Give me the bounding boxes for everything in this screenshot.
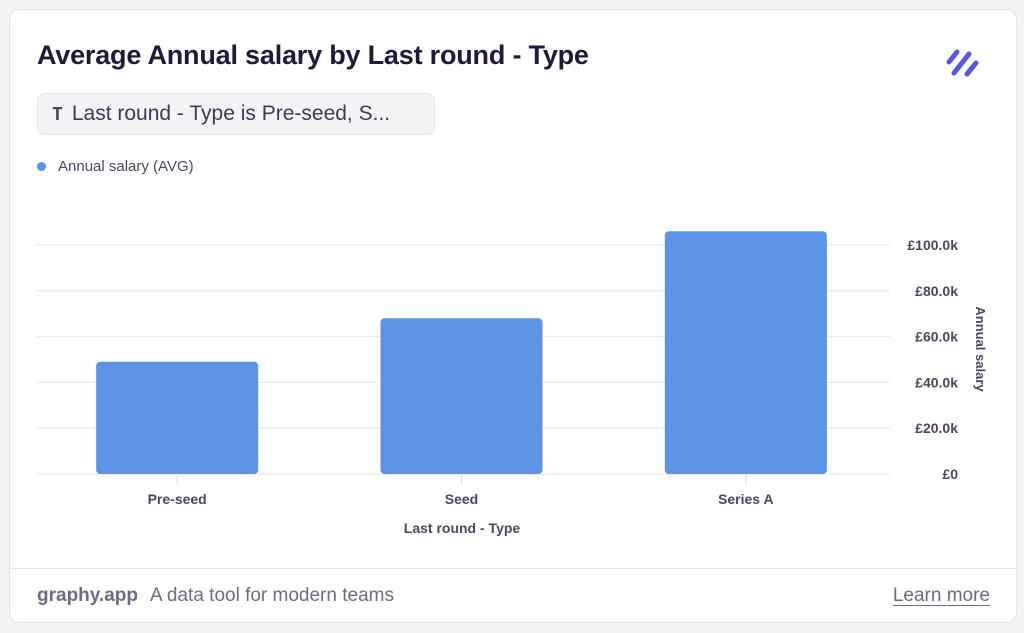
y-tick-label: £0 [942,466,958,482]
legend-dot-icon [37,162,46,171]
y-tick-label: £80.0k [915,283,958,299]
y-tick-label: £100.0k [907,237,958,253]
x-tick-label: Seed [445,491,478,507]
legend-label: Annual salary (AVG) [58,158,194,175]
x-tick-label: Pre-seed [148,491,207,507]
footer: graphy.app A data tool for modern teams … [10,568,1016,622]
x-tick-label: Series A [718,491,774,507]
y-tick-label: £60.0k [915,329,958,345]
bars [96,231,827,474]
y-axis-ticks: £0 £20.0k £40.0k £60.0k £80.0k £100.0k [907,237,958,482]
footer-tagline: A data tool for modern teams [150,585,394,606]
bar-chart: Pre-seed Seed Series A £0 £20.0k £40.0k £60.0… [37,231,988,536]
graphy-logo-icon[interactable] [946,48,980,78]
footer-brand[interactable]: graphy.app [37,585,138,606]
learn-more-link[interactable]: Learn more [892,585,990,606]
y-tick-label: £40.0k [915,374,958,390]
bar[interactable] [380,318,543,474]
filter-label: Last round - Type is Pre-seed, S... [71,102,391,125]
chart-title: Average Annual salary by Last round - Ty… [37,40,589,70]
text-type-icon: T [52,103,63,125]
x-axis-ticks: Pre-seed Seed Series A [148,474,774,507]
bar[interactable] [96,361,259,474]
x-axis-label: Last round - Type [404,520,521,536]
filter-chip[interactable]: T Last round - Type is Pre-seed, S... [37,93,435,135]
y-tick-label: £20.0k [915,420,958,436]
chart-card: Average Annual salary by Last round - Ty… [9,9,1017,623]
y-axis-label: Annual salary [973,306,988,392]
legend[interactable]: Annual salary (AVG) [37,158,194,175]
bar[interactable] [664,231,827,474]
